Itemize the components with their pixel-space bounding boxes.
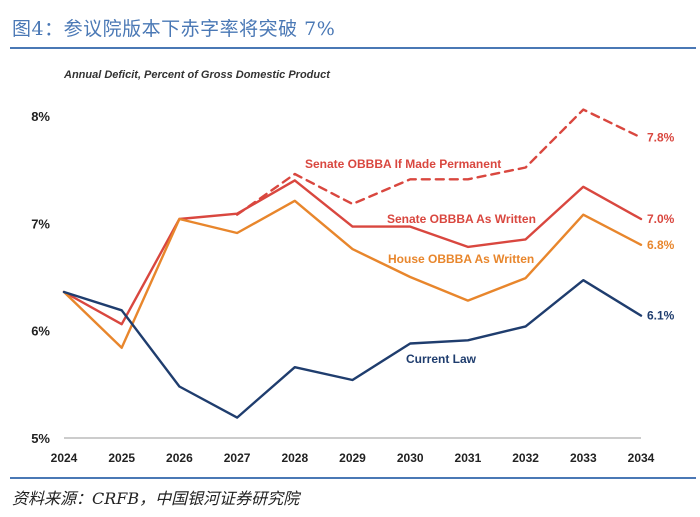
y-tick-label-7pct: 7% [31,216,50,231]
series-name-current-law: Current Law [406,352,477,366]
series-line-house-obbba-as-written [62,199,643,349]
deficit-line-chart: Annual Deficit, Percent of Gross Domesti… [31,69,674,465]
series-line-senate-obbba-if-made-permanent [235,108,643,216]
x-tick-label-2025: 2025 [108,451,135,465]
end-label-current-law: 6.1% [647,309,675,323]
end-label-senate-obbba-as-written: 7.0% [647,212,675,226]
series-line-senate-obbba-as-written [62,179,643,326]
y-tick-label-6pct: 6% [31,324,50,339]
x-tick-label-2029: 2029 [339,451,366,465]
source-rule [10,477,696,479]
end-label-house-obbba-as-written: 6.8% [647,238,675,252]
x-tick-label-2027: 2027 [224,451,251,465]
figure-title: 图4：参议院版本下赤字率将突破 7% [12,18,336,40]
y-tick-label-8pct: 8% [31,109,50,124]
series-name-house-obbba-as-written: House OBBBA As Written [388,252,534,266]
figure-source: 资料来源：CRFB，中国银河证券研究院 [12,489,300,508]
labels-layer: Annual Deficit, Percent of Gross Domesti… [31,69,674,465]
x-tick-label-2030: 2030 [397,451,424,465]
chart-area: Annual Deficit, Percent of Gross Domesti… [0,50,700,475]
end-label-senate-obbba-if-made-permanent: 7.8% [647,130,675,144]
x-tick-label-2031: 2031 [455,451,482,465]
x-tick-label-2028: 2028 [281,451,308,465]
series-name-senate-obbba-if-made-permanent: Senate OBBBA If Made Permanent [305,157,501,171]
series-name-senate-obbba-as-written: Senate OBBBA As Written [387,212,536,226]
chart-title: Annual Deficit, Percent of Gross Domesti… [63,69,331,81]
x-tick-label-2034: 2034 [628,451,655,465]
series-layer [62,108,643,419]
x-tick-label-2033: 2033 [570,451,597,465]
series-line-current-law [62,278,643,419]
title-rule [10,47,696,49]
x-tick-label-2024: 2024 [51,451,78,465]
x-tick-label-2032: 2032 [512,451,539,465]
y-tick-label-5pct: 5% [31,431,50,446]
x-tick-label-2026: 2026 [166,451,193,465]
